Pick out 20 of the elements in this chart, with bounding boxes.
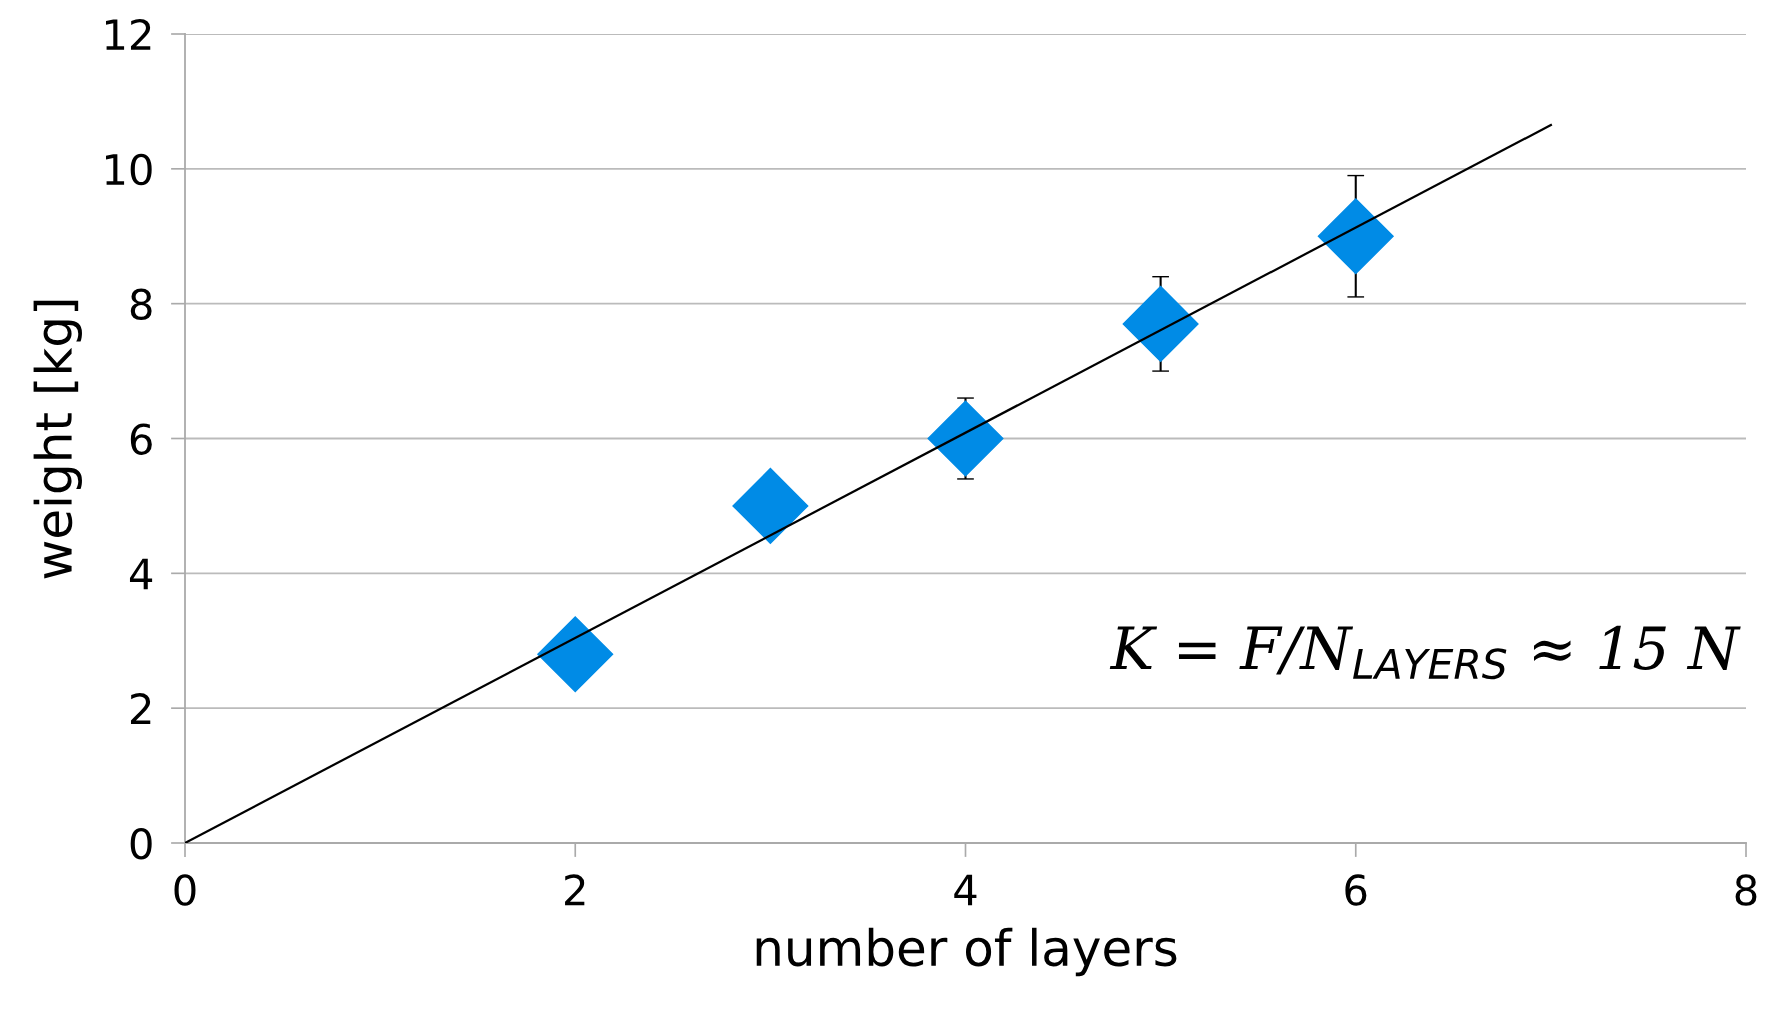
y-tick-label: 4 — [129, 558, 153, 590]
point — [1122, 285, 1199, 362]
point — [927, 400, 1004, 477]
x-tick-label: 2 — [565, 874, 585, 906]
y-tick-label: 0 — [130, 827, 152, 860]
y-tick-label: 10 — [106, 153, 152, 186]
y-tick-label: 8 — [130, 288, 152, 321]
annotation: K = F/N$_{LAYERS}$ ≈ 15 N — [1109, 625, 1741, 680]
point — [1317, 198, 1394, 275]
x-tick-label: 6 — [1345, 874, 1367, 906]
x-tick-label: 0 — [174, 874, 196, 906]
y-tick-label: 2 — [130, 693, 151, 724]
x-axis-title: number of layers — [756, 927, 1177, 977]
y-axis-title: weight [kg] — [33, 300, 82, 579]
x-tick-label: 8 — [1735, 874, 1757, 906]
x-tick-label: 4 — [954, 874, 977, 906]
y-tick-label: 6 — [130, 423, 152, 455]
y-tick-label: 12 — [106, 18, 151, 50]
point — [537, 616, 614, 693]
point — [732, 467, 809, 544]
